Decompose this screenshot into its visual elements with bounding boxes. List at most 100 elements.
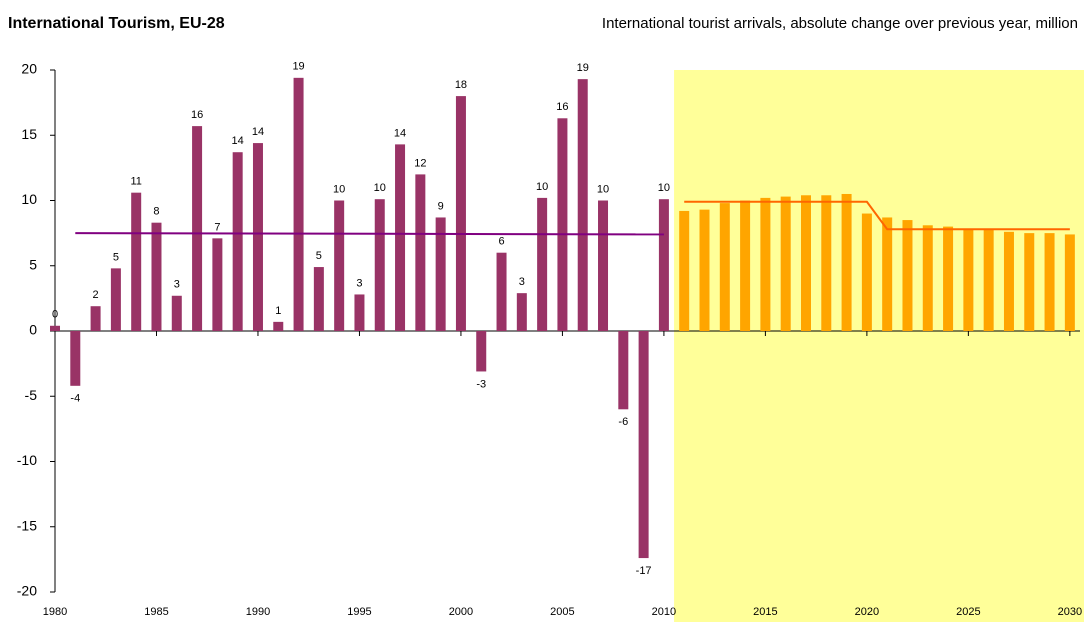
value-label: 14 xyxy=(232,135,244,147)
bar xyxy=(496,252,507,331)
x-tick-label: 2030 xyxy=(1058,606,1082,618)
bar xyxy=(354,294,365,331)
x-tick-label: 2025 xyxy=(956,606,980,618)
bar xyxy=(516,293,527,331)
value-label: 12 xyxy=(414,157,426,169)
y-tick-label: 5 xyxy=(29,256,37,272)
x-tick-label: 2020 xyxy=(855,606,879,618)
bar xyxy=(861,213,872,331)
bar xyxy=(90,306,101,331)
bar xyxy=(1003,231,1014,331)
bar xyxy=(192,126,203,332)
bar xyxy=(679,210,690,331)
bar xyxy=(395,144,406,331)
bar xyxy=(557,118,568,331)
bar xyxy=(273,321,284,331)
value-label: 8 xyxy=(153,206,159,218)
x-tick-label: 2005 xyxy=(550,606,574,618)
bar xyxy=(943,226,954,331)
value-label: -6 xyxy=(618,416,628,428)
value-label: 16 xyxy=(191,109,203,121)
bar xyxy=(334,200,345,331)
average-line xyxy=(684,200,1070,231)
bar xyxy=(293,77,304,331)
y-tick-label: -5 xyxy=(25,387,38,403)
bar xyxy=(963,229,974,331)
bar xyxy=(1024,233,1035,331)
value-label: 6 xyxy=(498,236,504,248)
y-tick-label: -20 xyxy=(17,583,37,599)
y-tick-label: 15 xyxy=(21,126,37,142)
x-tick-label: 1980 xyxy=(43,606,67,618)
value-label: 16 xyxy=(556,101,568,113)
bar xyxy=(455,96,466,331)
value-label: 2 xyxy=(93,289,99,301)
bar xyxy=(50,325,60,331)
x-tick-label: 2010 xyxy=(652,606,676,618)
bar xyxy=(435,217,446,331)
value-label: 3 xyxy=(356,277,362,289)
value-label: -17 xyxy=(636,565,652,577)
bar xyxy=(70,331,81,386)
value-label: 5 xyxy=(113,251,119,263)
y-tick-label: 0 xyxy=(29,322,37,338)
value-label: 11 xyxy=(130,176,141,188)
value-label: 1 xyxy=(275,305,281,317)
bar xyxy=(151,222,162,331)
value-label: -3 xyxy=(476,378,486,390)
value-label: 10 xyxy=(597,183,609,195)
bar xyxy=(1044,233,1055,331)
bar xyxy=(598,200,609,331)
bar xyxy=(821,195,832,331)
y-tick-label: 10 xyxy=(21,191,37,207)
bar xyxy=(740,200,751,331)
value-label: 19 xyxy=(577,62,589,74)
value-label: 9 xyxy=(438,200,444,212)
forecast-shade xyxy=(674,70,1084,622)
value-label: 7 xyxy=(214,221,220,233)
value-label: 0 xyxy=(52,309,58,321)
x-tick-label: 1985 xyxy=(144,606,168,618)
bar xyxy=(638,331,649,559)
value-label: 10 xyxy=(374,182,386,194)
bar xyxy=(983,229,994,331)
bar xyxy=(252,143,263,331)
bar xyxy=(415,174,426,331)
y-tick-label: -15 xyxy=(17,517,37,533)
bar xyxy=(719,203,730,331)
x-tick-label: 2015 xyxy=(753,606,777,618)
bar xyxy=(841,193,852,331)
y-tick-label: -10 xyxy=(17,452,37,468)
bar xyxy=(699,209,710,331)
value-label: 10 xyxy=(333,183,345,195)
value-label: 3 xyxy=(519,276,525,288)
bar xyxy=(313,267,324,331)
bar xyxy=(882,217,893,331)
average-line xyxy=(75,232,664,236)
bar xyxy=(760,197,771,331)
x-tick-label: 1995 xyxy=(347,606,371,618)
bar xyxy=(1064,234,1075,331)
bar xyxy=(800,195,811,331)
value-label: 14 xyxy=(394,127,406,139)
x-tick-label: 1990 xyxy=(246,606,270,618)
bar xyxy=(902,220,913,331)
bar xyxy=(780,196,791,331)
chart-title: International Tourism, EU-28 xyxy=(8,15,225,32)
bar xyxy=(374,199,385,331)
bar xyxy=(131,192,142,331)
bar xyxy=(232,152,243,331)
x-tick-label: 2000 xyxy=(449,606,473,618)
value-label: 14 xyxy=(252,126,264,138)
value-label: 19 xyxy=(292,61,304,73)
bar xyxy=(171,295,182,331)
value-label: -4 xyxy=(70,393,80,405)
value-label: 3 xyxy=(174,279,180,291)
bar xyxy=(110,268,121,331)
bar xyxy=(212,238,223,331)
bar xyxy=(537,197,548,331)
value-label: 5 xyxy=(316,250,322,262)
value-label: 10 xyxy=(536,181,548,193)
bar xyxy=(922,225,933,331)
